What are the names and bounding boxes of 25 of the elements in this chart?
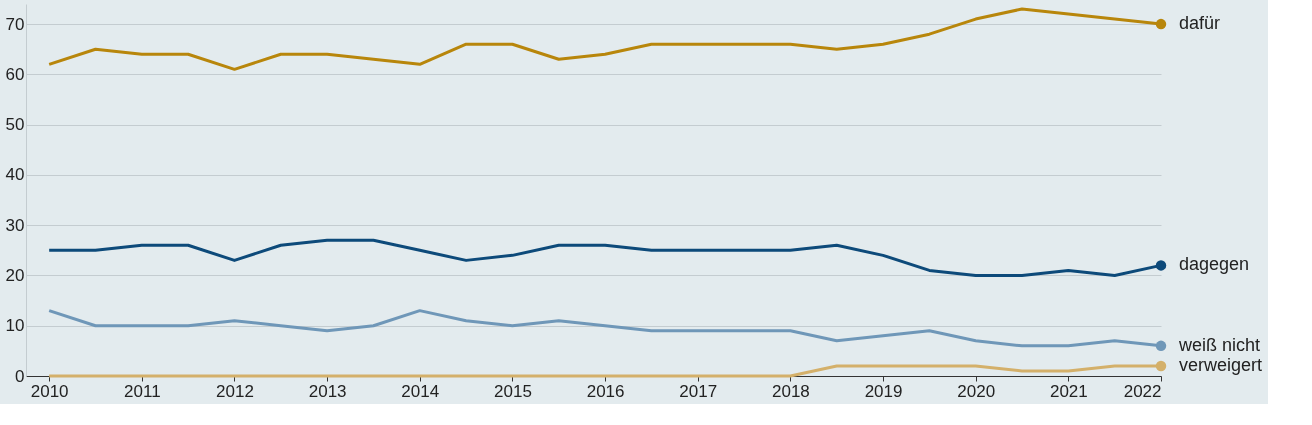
y-tick-label: 10 bbox=[5, 316, 25, 336]
x-tick-label: 2019 bbox=[864, 381, 903, 401]
y-tick-label: 50 bbox=[5, 115, 25, 135]
y-tick-label: 30 bbox=[5, 215, 25, 235]
x-tick-label: 2010 bbox=[30, 381, 69, 401]
x-tick-label: 2018 bbox=[771, 381, 810, 401]
series-label: dagegen bbox=[1179, 254, 1250, 275]
y-tick-label: 60 bbox=[5, 64, 25, 84]
x-tick-label: 2016 bbox=[586, 381, 625, 401]
x-tick-label: 2020 bbox=[957, 381, 996, 401]
y-tick-label: 70 bbox=[5, 14, 25, 34]
series-label: dafür bbox=[1179, 13, 1221, 34]
x-tick-label: 2017 bbox=[679, 381, 718, 401]
x-tick-label: 2012 bbox=[216, 381, 254, 401]
series-label: verweigert bbox=[1179, 354, 1263, 375]
x-tick-label: 2013 bbox=[308, 381, 347, 401]
series-label: weiß nicht bbox=[1178, 334, 1261, 355]
x-tick-label: 2011 bbox=[124, 381, 161, 401]
x-tick-label: 2014 bbox=[401, 381, 440, 401]
y-tick-label: 0 bbox=[15, 366, 25, 386]
y-tick-label: 20 bbox=[5, 265, 25, 285]
x-tick-label: 2015 bbox=[494, 381, 532, 401]
x-tick-label: 2021 bbox=[1049, 381, 1088, 401]
x-tick-label: 2022 bbox=[1123, 381, 1162, 401]
y-tick-label: 40 bbox=[5, 165, 25, 185]
